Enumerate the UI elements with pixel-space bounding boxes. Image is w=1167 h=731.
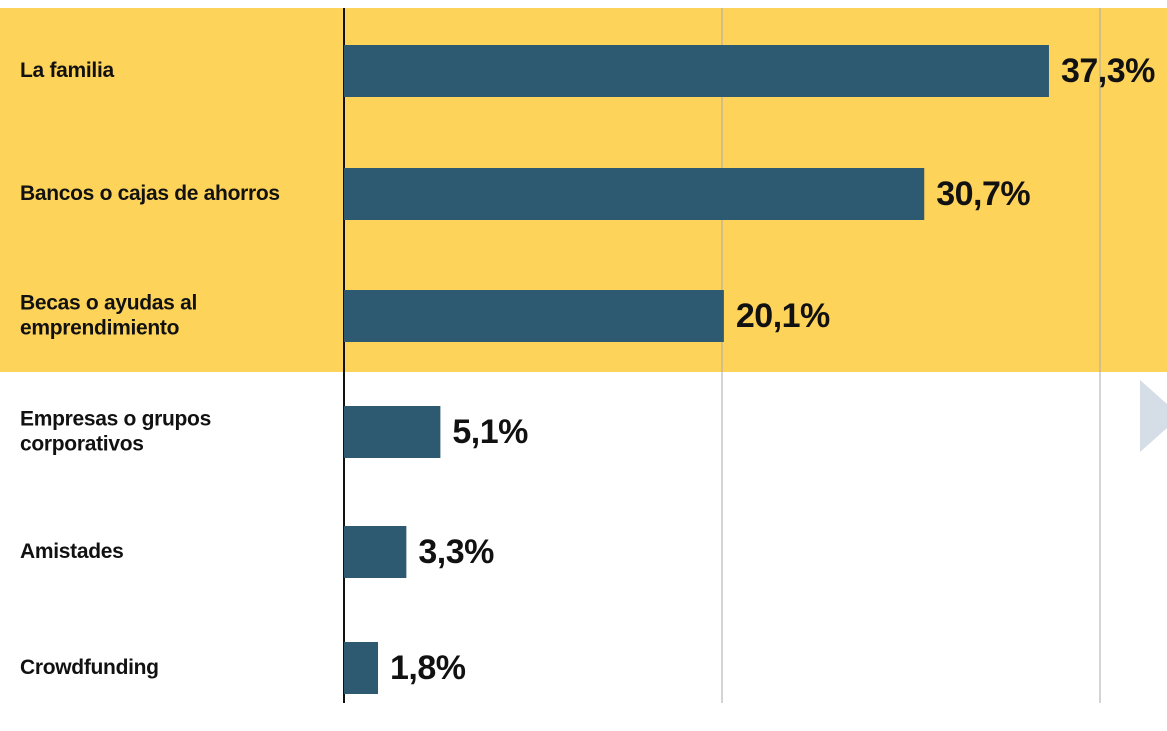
bar: [344, 526, 407, 578]
value-label: 30,7%: [936, 175, 1030, 213]
bar: [344, 45, 1049, 97]
bar: [344, 290, 724, 342]
category-label: Amistades: [20, 540, 124, 563]
value-label: 37,3%: [1061, 52, 1155, 90]
scroll-arrow: [1140, 380, 1167, 452]
bar: [344, 406, 441, 458]
value-label: 1,8%: [390, 649, 466, 687]
category-label: Becas o ayudas al emprendimiento: [20, 291, 197, 339]
category-label: La familia: [20, 59, 114, 82]
value-label: 20,1%: [736, 297, 830, 335]
category-label: Empresas o grupos corporativos: [20, 407, 211, 455]
bar: [344, 168, 925, 220]
value-label: 5,1%: [452, 413, 528, 451]
category-label: Bancos o cajas de ahorros: [20, 182, 280, 205]
category-label: Crowdfunding: [20, 656, 159, 679]
bar: [344, 642, 379, 694]
value-label: 3,3%: [418, 533, 494, 571]
